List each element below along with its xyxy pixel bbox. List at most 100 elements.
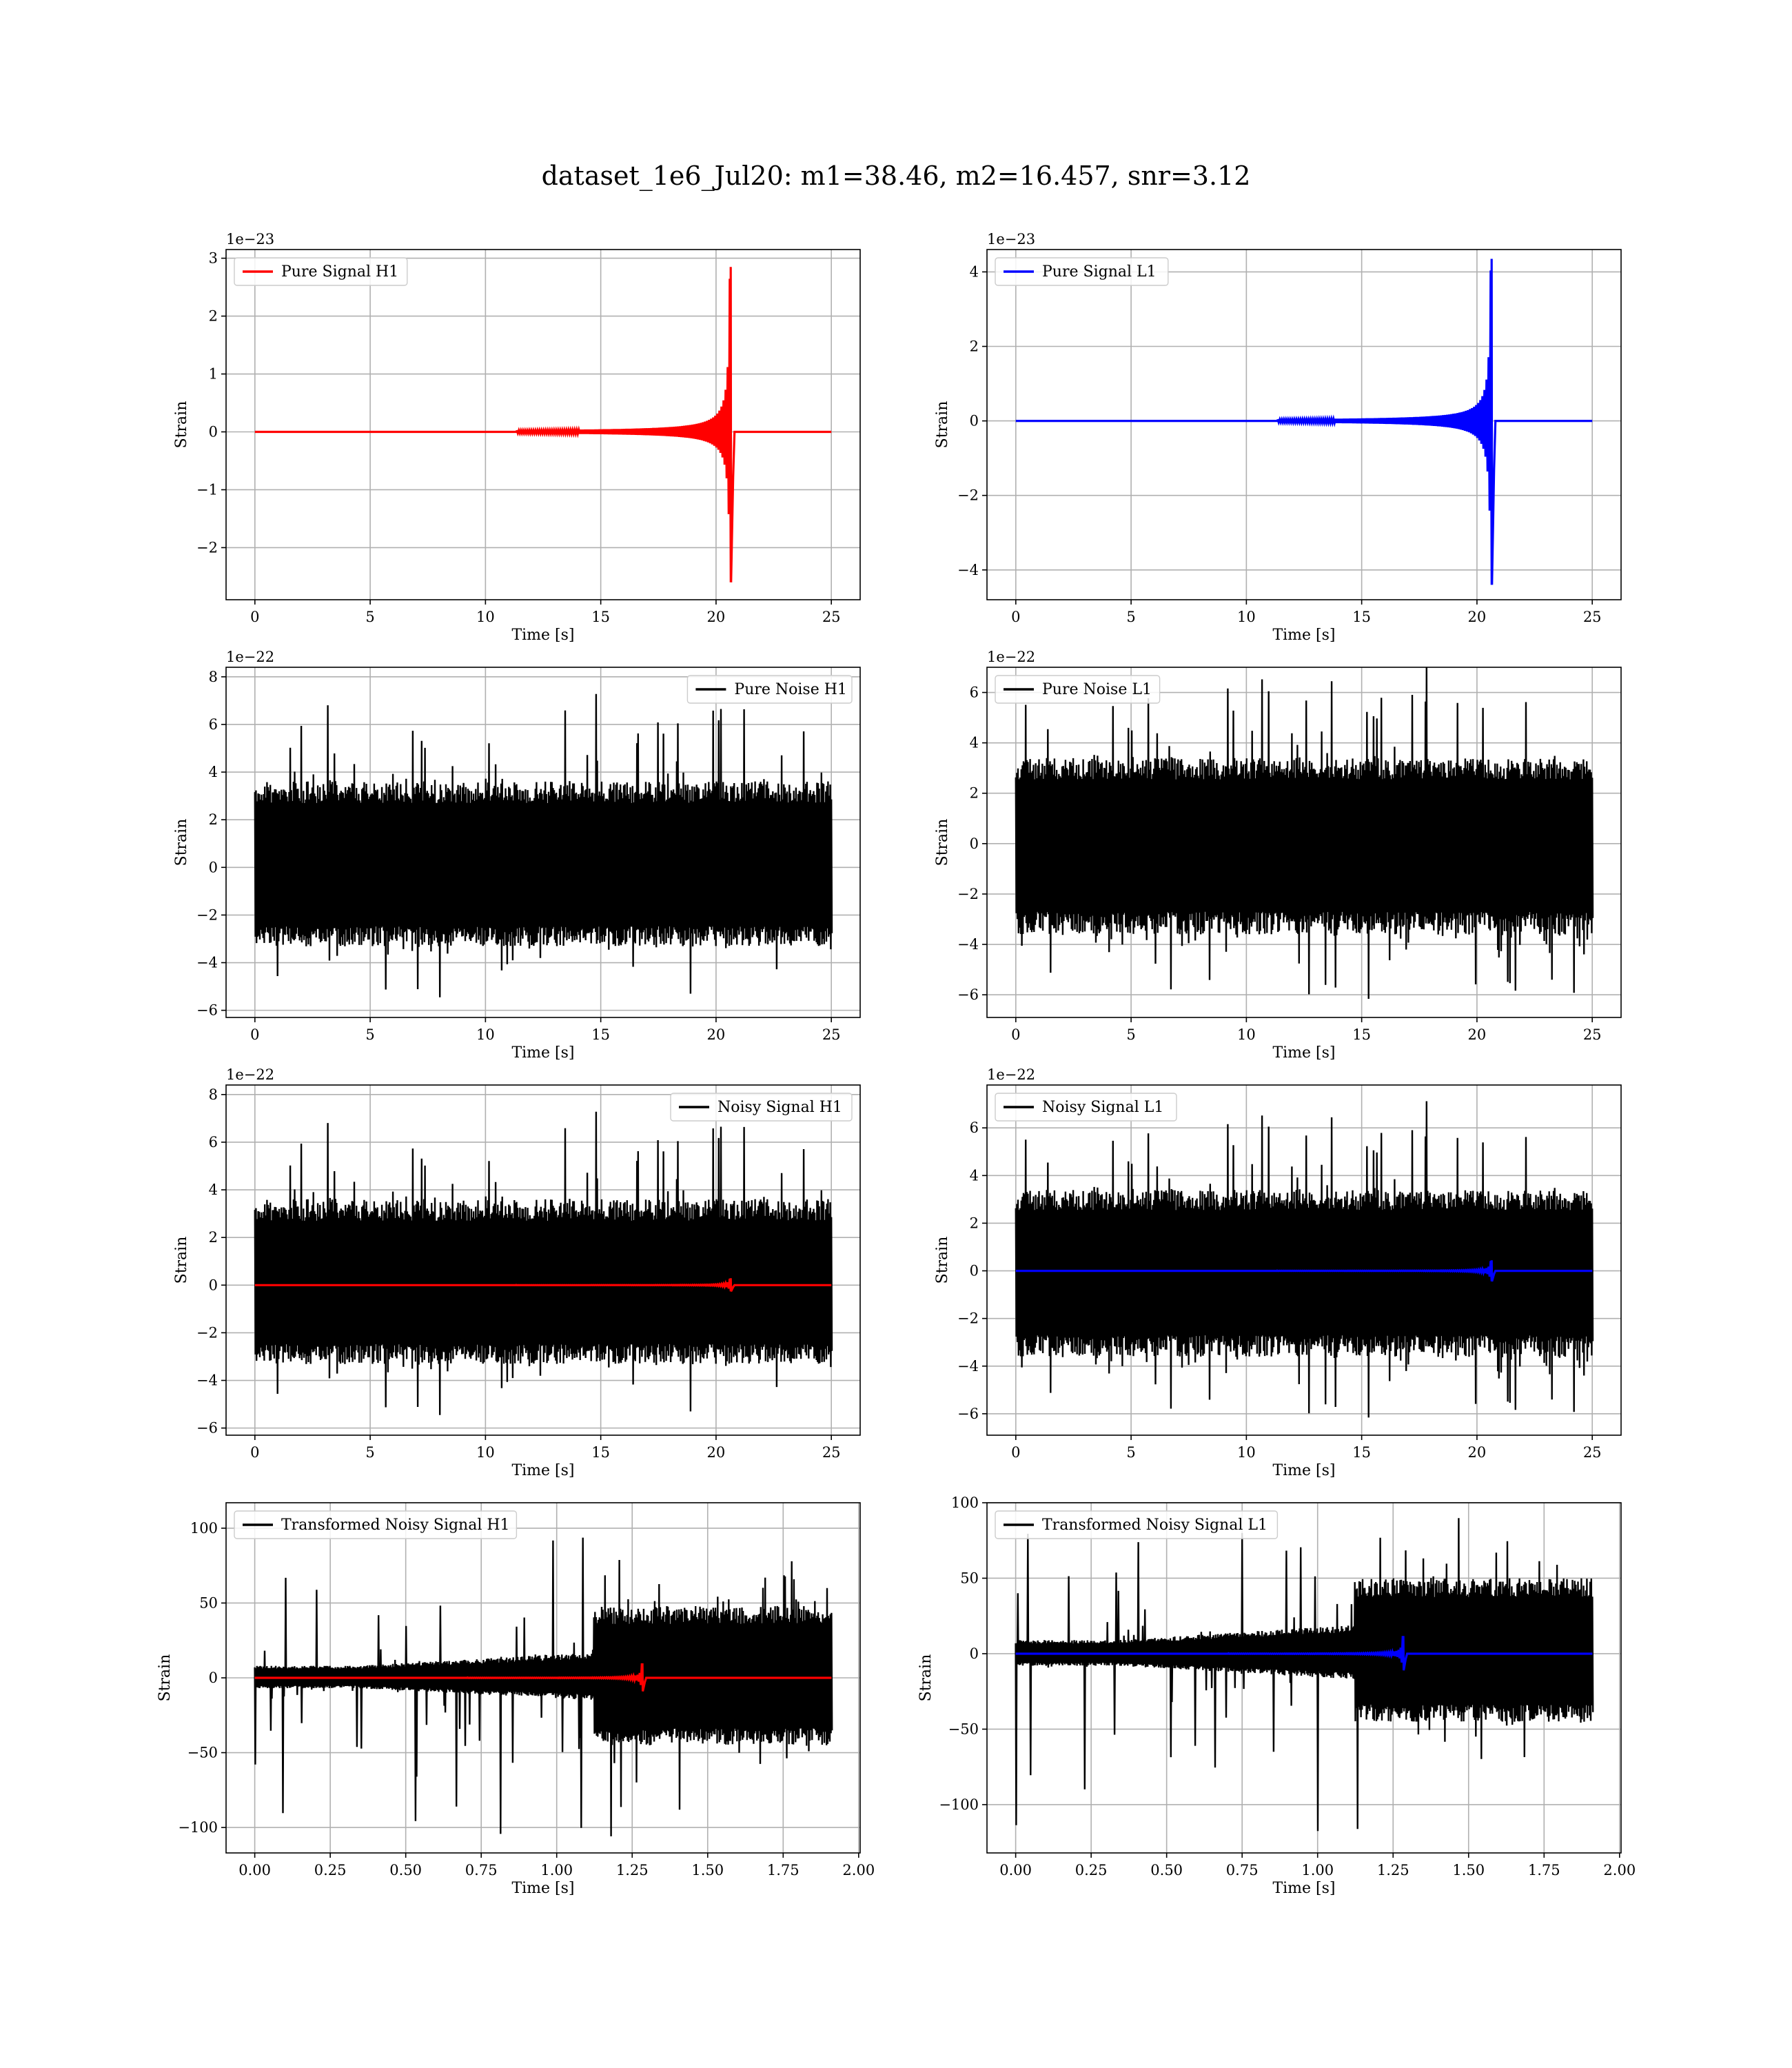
plot-area [254, 1111, 833, 1415]
x-tick-label: 5 [365, 1026, 374, 1043]
x-tick-label: 15 [1352, 1444, 1371, 1461]
axis-offset-label: 1e−22 [226, 1066, 274, 1083]
y-tick-label: −4 [957, 1358, 979, 1375]
subplot-l1-signal: 0 5 10 15 20 25 −4 −2 0 2 4 Time [s] Strain 1e−23 Pure… [934, 231, 1622, 644]
plot-area [1015, 667, 1594, 1000]
subplot-h1-noise: 0 5 10 15 20 25 −6 −4 −2 0 2 4 6 8 Time [s] Strain 1e−22… [173, 649, 861, 1062]
series-line-overlay [254, 1663, 832, 1692]
x-tick-label: 1.00 [1301, 1862, 1334, 1878]
legend-label: Noisy Signal L1 [1042, 1099, 1163, 1116]
y-tick-label: −1 [196, 481, 218, 498]
x-axis-label: Time [s] [1272, 627, 1335, 644]
x-tick-label: 1.50 [691, 1862, 724, 1878]
legend: Transformed Noisy Signal H1 [234, 1510, 518, 1539]
x-tick-label: 0.75 [465, 1862, 498, 1878]
y-tick-label: 3 [209, 250, 218, 267]
x-tick-label: 5 [1126, 1444, 1135, 1461]
x-axis-label: Time [s] [1272, 1880, 1335, 1897]
y-tick-label: 4 [209, 764, 218, 780]
axes-frame [986, 667, 1622, 1018]
legend-label: Pure Noise L1 [1042, 681, 1152, 698]
x-axis-label: Time [s] [1272, 1044, 1335, 1062]
series-line [254, 267, 832, 582]
legend: Noisy Signal L1 [995, 1093, 1177, 1122]
y-tick-label: −6 [196, 1002, 218, 1019]
x-axis-label: Time [s] [511, 1462, 574, 1479]
y-tick-label: 4 [970, 735, 979, 751]
y-tick-label: −100 [939, 1796, 979, 1813]
plot-area [254, 267, 832, 582]
y-tick-label: 6 [209, 716, 218, 733]
x-tick-label: 15 [591, 1444, 610, 1461]
x-tick-label: 10 [1237, 1026, 1256, 1043]
x-tick-label: 10 [476, 1444, 495, 1461]
x-tick-label: 1.25 [1377, 1862, 1409, 1878]
y-tick-label: −6 [196, 1420, 218, 1437]
x-tick-label: 0 [250, 1444, 259, 1461]
y-tick-label: −2 [196, 906, 218, 923]
subplot-h1-noisy: 0 5 10 15 20 25 −6 −4 −2 0 2 4 6 8 Time [s] Strain 1e−22… [173, 1066, 861, 1479]
y-tick-label: −4 [957, 562, 979, 578]
axes-frame [986, 249, 1622, 600]
plot-area [1015, 258, 1593, 585]
x-tick-label: 25 [1583, 609, 1602, 625]
axis-offset-label: 1e−23 [226, 231, 274, 247]
x-tick-label: 5 [365, 1444, 374, 1461]
y-tick-label: −2 [957, 886, 979, 902]
x-tick-label: 25 [822, 609, 841, 625]
x-tick-label: 0.00 [238, 1862, 271, 1878]
x-tick-label: 20 [1468, 609, 1487, 625]
axes-frame [225, 667, 861, 1018]
y-tick-label: 0 [970, 835, 979, 852]
x-tick-label: 0 [1011, 1026, 1020, 1043]
y-tick-label: 0 [970, 413, 979, 429]
series-line-overlay [1015, 1636, 1593, 1671]
x-tick-label: 15 [1352, 1026, 1371, 1043]
series-line [1015, 258, 1593, 585]
x-tick-label: 25 [822, 1444, 841, 1461]
x-tick-label: 10 [1237, 609, 1256, 625]
y-tick-label: 0 [209, 859, 218, 875]
legend-label: Pure Signal L1 [1042, 263, 1157, 281]
x-tick-label: 20 [707, 609, 726, 625]
y-tick-label: −100 [178, 1819, 218, 1836]
y-tick-label: 6 [970, 1119, 979, 1136]
x-tick-label: 0.25 [1075, 1862, 1108, 1878]
y-tick-label: 4 [970, 263, 979, 280]
axes-frame [986, 1084, 1622, 1436]
x-tick-label: 0.50 [389, 1862, 422, 1878]
x-tick-label: 0.50 [1150, 1862, 1183, 1878]
axes-frame [225, 249, 861, 600]
y-tick-label: 0 [209, 1277, 218, 1293]
y-axis-label: Strain [934, 401, 951, 449]
x-tick-label: 1.75 [1528, 1862, 1560, 1878]
y-tick-label: 0 [970, 1263, 979, 1279]
y-tick-label: 2 [970, 338, 979, 355]
x-tick-label: 20 [1468, 1026, 1487, 1043]
y-tick-label: 0 [209, 1670, 218, 1686]
y-tick-label: 100 [190, 1520, 218, 1537]
figure-title: dataset_1e6_Jul20: m1=38.46, m2=16.457, … [542, 161, 1251, 192]
axis-offset-label: 1e−22 [987, 1066, 1035, 1083]
y-tick-label: 2 [209, 811, 218, 828]
x-axis-label: Time [s] [511, 1044, 574, 1062]
x-tick-label: 1.25 [616, 1862, 649, 1878]
y-tick-label: 6 [209, 1134, 218, 1150]
y-tick-label: −6 [957, 1406, 979, 1422]
legend: Pure Signal L1 [995, 257, 1169, 286]
plot-area [254, 1537, 833, 1836]
y-tick-label: −4 [196, 1372, 218, 1389]
axis-offset-label: 1e−23 [987, 231, 1035, 247]
series-line [1015, 1518, 1594, 1832]
x-tick-label: 25 [1583, 1026, 1602, 1043]
x-tick-label: 2.00 [842, 1862, 875, 1878]
subplot-l1-noisy: 0 5 10 15 20 25 −6 −4 −2 0 2 4 6 Time [s] Strain 1e−22 N… [934, 1066, 1622, 1479]
x-tick-label: 1.00 [540, 1862, 573, 1878]
y-tick-label: 100 [951, 1494, 979, 1511]
x-tick-label: 25 [1583, 1444, 1602, 1461]
y-axis-label: Strain [917, 1654, 935, 1702]
series-line [254, 1111, 833, 1415]
